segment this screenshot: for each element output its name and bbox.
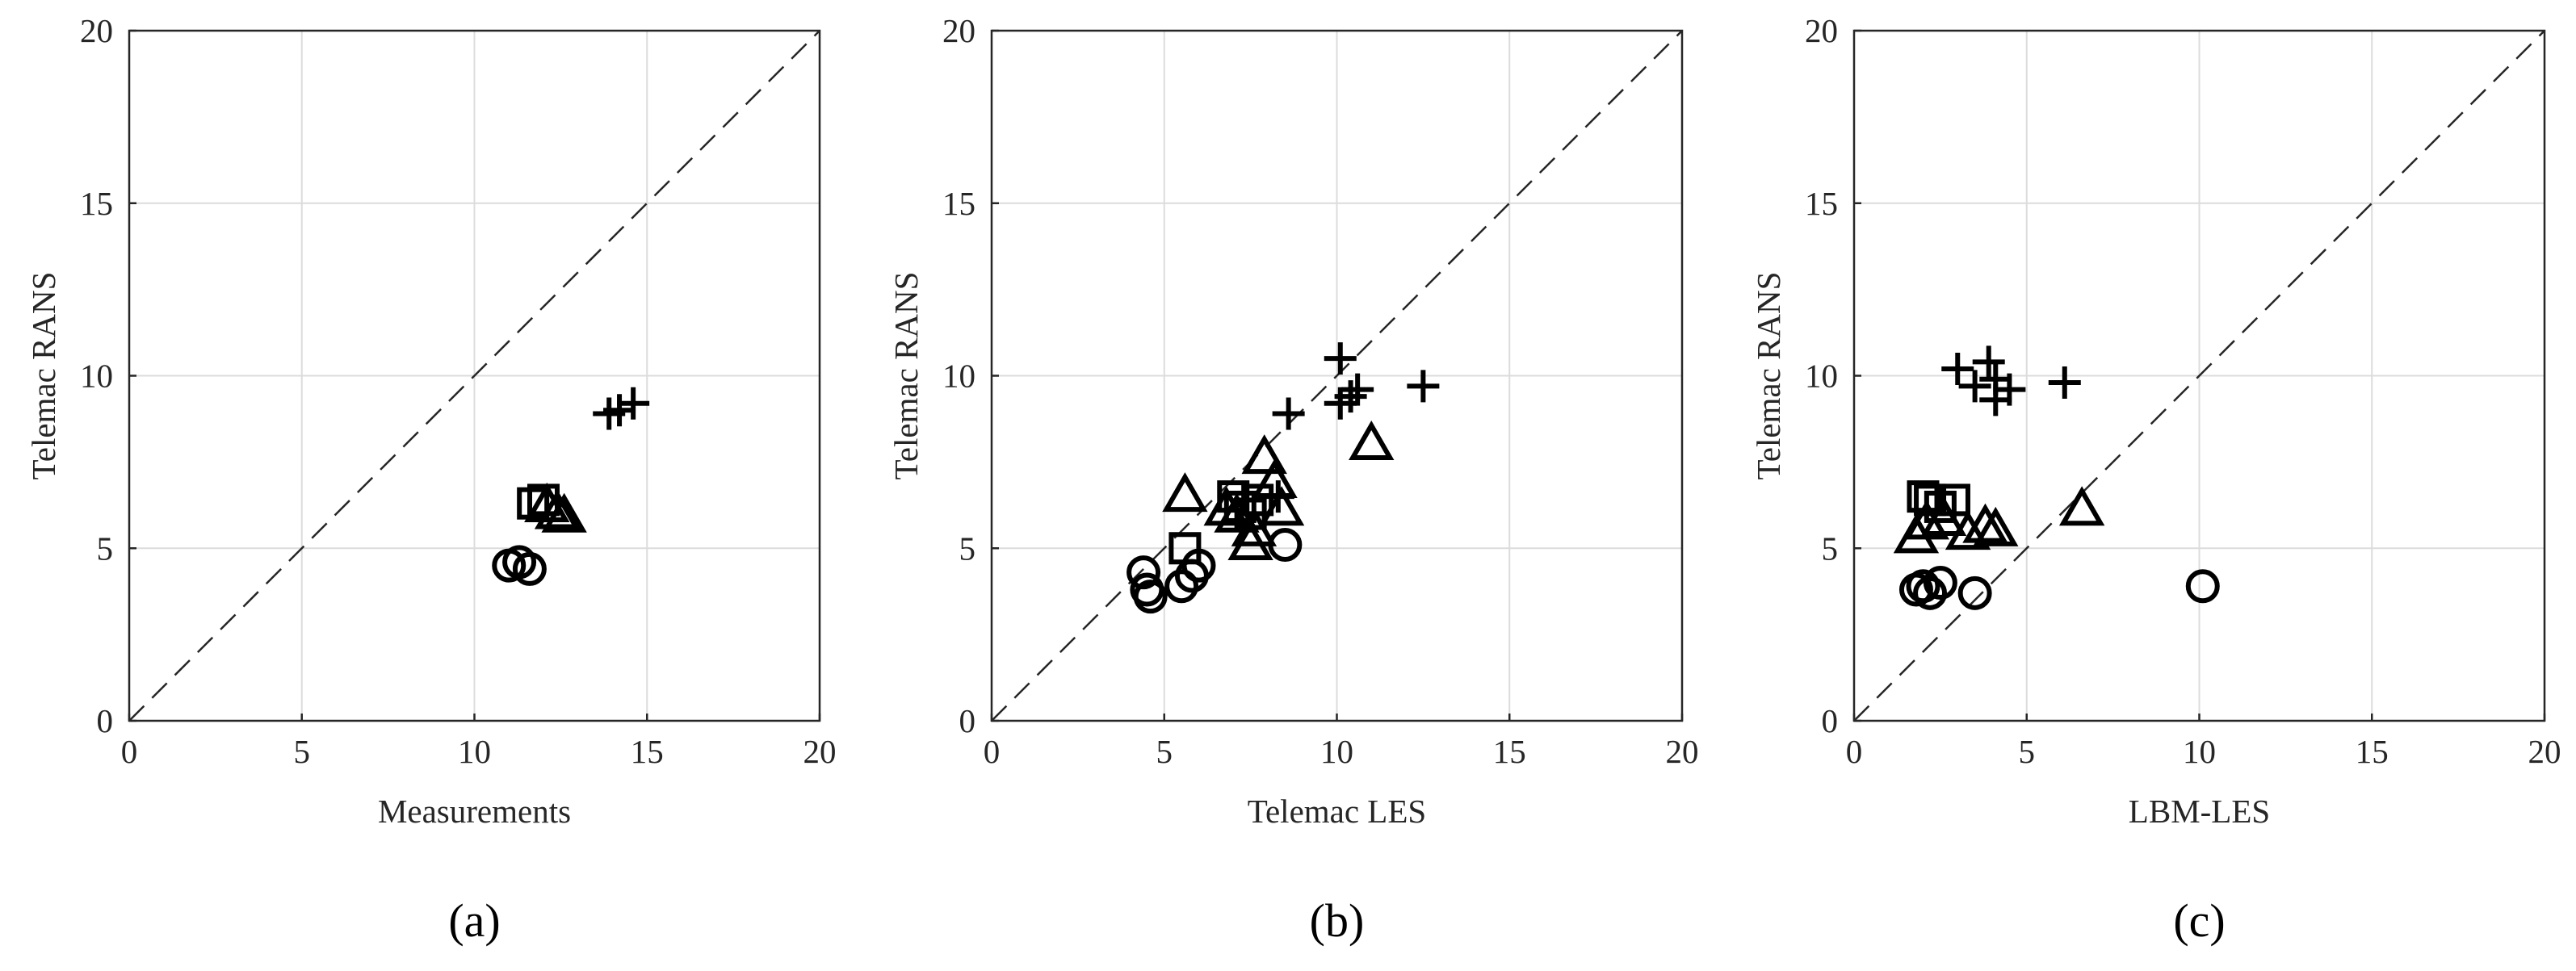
- plus-marker: [1959, 370, 1991, 402]
- x-tick-label: 20: [803, 733, 837, 770]
- circle-marker: [1961, 579, 1990, 608]
- y-axis-label: Telemac RANS: [1750, 272, 1787, 480]
- plus-marker: [1341, 374, 1374, 406]
- y-tick-label: 20: [80, 12, 113, 49]
- y-tick-label: 0: [97, 702, 114, 739]
- y-tick-label: 5: [959, 529, 976, 567]
- plus-marker: [1273, 398, 1305, 430]
- panel-b: 00 5 5 10 10 15 15 20 20 Telemac LES Telemac RANS (…: [887, 12, 1699, 947]
- x-tick-label: 20: [2528, 733, 2561, 770]
- plus-marker: [1941, 353, 1974, 385]
- x-tick-label: 15: [2356, 733, 2389, 770]
- x-tick-label: 20: [1666, 733, 1699, 770]
- y-tick-label: 10: [80, 358, 113, 395]
- panel-label: (a): [448, 894, 500, 947]
- x-tick-label: 10: [2183, 733, 2216, 770]
- x-tick-label: 15: [1493, 733, 1526, 770]
- x-axis-label: Measurements: [378, 793, 571, 830]
- triangle-marker: [1257, 463, 1294, 496]
- y-axis-label: Telemac RANS: [25, 272, 62, 480]
- x-tick-label: 15: [631, 733, 664, 770]
- x-axis-label: Telemac LES: [1248, 793, 1426, 830]
- triangle-marker: [1925, 501, 1962, 534]
- panel-label: (b): [1310, 894, 1365, 947]
- plus-marker: [1324, 342, 1357, 375]
- x-tick-label: 0: [1846, 733, 1863, 770]
- y-tick-label: 20: [1805, 12, 1838, 49]
- panel-label: (c): [2173, 894, 2225, 947]
- circle-marker: [2188, 571, 2217, 601]
- x-tick-label: 10: [1320, 733, 1353, 770]
- panel-a: 00 5 5 10 10 15 15 20 20 Measurements Telemac RANS…: [25, 12, 837, 947]
- y-tick-label: 0: [959, 702, 976, 739]
- x-tick-label: 0: [121, 733, 138, 770]
- triangle-marker: [1353, 425, 1390, 458]
- y-tick-label: 10: [942, 358, 975, 395]
- y-axis-label: Telemac RANS: [887, 272, 925, 480]
- triangle-marker: [1166, 477, 1203, 509]
- panel-c: 00 5 5 10 10 15 15 20 20 LBM-LES Telemac RANS (c): [1750, 12, 2561, 947]
- x-tick-label: 0: [984, 733, 1001, 770]
- y-tick-label: 5: [97, 529, 114, 567]
- y-tick-label: 0: [1822, 702, 1839, 739]
- x-tick-label: 10: [458, 733, 491, 770]
- plus-marker: [1973, 345, 2005, 378]
- plus-marker: [1407, 370, 1439, 402]
- y-tick-label: 10: [1805, 358, 1838, 395]
- y-tick-label: 15: [1805, 185, 1838, 222]
- x-tick-label: 5: [1156, 733, 1173, 770]
- x-tick-label: 5: [294, 733, 311, 770]
- y-tick-label: 15: [80, 185, 113, 222]
- y-tick-label: 15: [942, 185, 975, 222]
- x-tick-label: 5: [2019, 733, 2036, 770]
- y-tick-label: 5: [1822, 529, 1839, 567]
- y-tick-label: 20: [942, 12, 975, 49]
- plus-marker: [2049, 366, 2081, 399]
- x-axis-label: LBM-LES: [2129, 793, 2270, 830]
